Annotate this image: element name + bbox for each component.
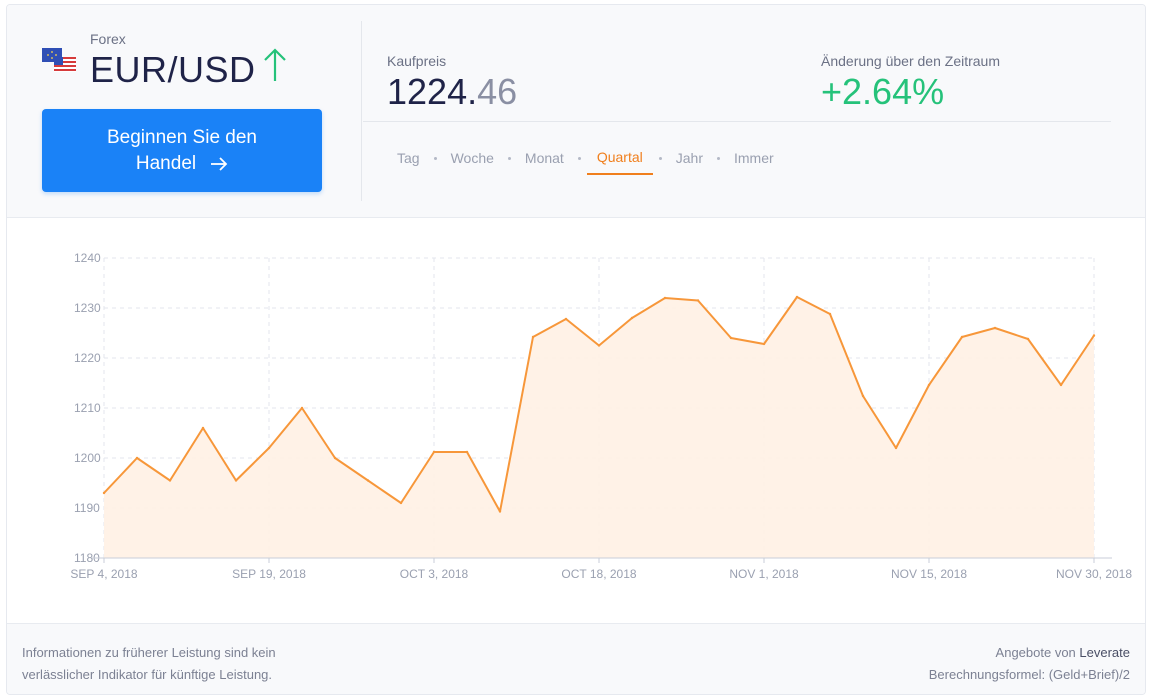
y-tick-label: 1220 xyxy=(74,351,101,365)
price-label: Kaufpreis xyxy=(387,53,447,69)
start-trading-label-line1: Beginnen Sie den xyxy=(106,126,257,148)
data-point xyxy=(168,479,172,482)
data-point xyxy=(234,479,238,482)
tab-tag[interactable]: Tag xyxy=(397,150,420,166)
y-tick-label: 1180 xyxy=(74,551,100,565)
data-point xyxy=(1026,337,1030,341)
y-tick-label: 1200 xyxy=(74,451,101,465)
x-tick-label: SEP 19, 2018 xyxy=(232,567,306,581)
data-point xyxy=(465,450,469,454)
data-point xyxy=(828,312,832,316)
data-point xyxy=(432,450,436,454)
instrument-category: Forex xyxy=(90,31,126,47)
data-point xyxy=(861,394,865,398)
data-point xyxy=(300,406,304,410)
data-point xyxy=(696,299,700,302)
start-trading-label-line2: Handel xyxy=(135,152,197,174)
tabs-divider xyxy=(363,121,1111,122)
x-tick-label: OCT 3, 2018 xyxy=(400,567,469,581)
data-point xyxy=(333,456,337,460)
change-label: Änderung über den Zeitraum xyxy=(821,53,1000,69)
price-value-decimals: 46 xyxy=(477,71,518,112)
arrow-right-icon xyxy=(211,156,228,171)
data-point xyxy=(267,446,271,450)
data-point xyxy=(399,501,403,505)
provider-info: Angebote von Leverate Berechnungsformel:… xyxy=(929,642,1130,686)
x-tick-label: NOV 1, 2018 xyxy=(729,567,799,581)
tab-separator xyxy=(433,156,437,160)
instrument-name: EUR/USD xyxy=(90,49,256,90)
y-tick-label: 1210 xyxy=(74,401,101,415)
y-tick-label: 1230 xyxy=(74,301,101,315)
data-point xyxy=(1059,383,1063,387)
data-point xyxy=(993,326,997,330)
tab-woche[interactable]: Woche xyxy=(450,150,494,166)
area-fill xyxy=(104,297,1094,558)
data-point xyxy=(630,316,634,320)
provider-prefix: Angebote von xyxy=(995,645,1076,660)
data-point xyxy=(894,446,898,450)
data-point xyxy=(135,456,139,460)
data-point xyxy=(960,335,964,339)
disclaimer-line1: Informationen zu früherer Leistung sind … xyxy=(22,645,276,660)
tab-quartal[interactable]: Quartal xyxy=(586,147,653,175)
data-point xyxy=(927,383,931,387)
tab-jahr[interactable]: Jahr xyxy=(675,150,703,166)
data-point xyxy=(201,426,205,430)
tab-immer[interactable]: Immer xyxy=(733,150,774,166)
tab-separator xyxy=(716,156,720,160)
start-trading-button[interactable]: Beginnen Sie den Handel xyxy=(42,109,322,192)
data-point xyxy=(102,491,106,495)
price-chart-svg[interactable]: 1180 1190 1200 1210 1220 1230 1240 SEP 4, 2018 S… xyxy=(7,218,1145,623)
instrument-card: Forex EUR/USD Beginnen Sie den Handel Ka… xyxy=(6,4,1146,695)
header-divider xyxy=(361,21,362,201)
x-tick-label: OCT 18, 2018 xyxy=(561,567,636,581)
data-point xyxy=(795,295,799,299)
provider-name[interactable]: Leverate xyxy=(1079,645,1130,660)
tab-separator xyxy=(577,156,581,160)
price-value-main: 1224. xyxy=(387,71,478,112)
data-point xyxy=(366,479,370,482)
data-point xyxy=(762,342,766,346)
calculation-formula: Berechnungsformel: (Geld+Brief)/2 xyxy=(928,667,1130,682)
data-point xyxy=(1092,334,1096,337)
card-header: Forex EUR/USD Beginnen Sie den Handel Ka… xyxy=(7,5,1145,218)
data-point xyxy=(597,344,601,347)
data-point xyxy=(498,510,502,513)
tab-monat[interactable]: Monat xyxy=(524,150,564,166)
disclaimer: Informationen zu früherer Leistung sind … xyxy=(22,642,352,686)
y-tick-label: 1240 xyxy=(74,251,101,265)
tab-separator xyxy=(507,156,511,160)
eu-us-flag-icon xyxy=(42,48,76,72)
data-point xyxy=(564,317,568,321)
x-tick-label: NOV 30, 2018 xyxy=(1056,567,1132,581)
disclaimer-line2: verlässlicher Indikator für künftige Lei… xyxy=(22,667,273,682)
price-value: 1224.46 xyxy=(387,71,517,113)
data-point xyxy=(729,336,733,340)
card-footer: Informationen zu früherer Leistung sind … xyxy=(7,623,1145,694)
change-value: +2.64% xyxy=(821,71,945,112)
period-tabs: Tag Woche Monat Quartal Jahr Immer xyxy=(389,147,782,175)
data-point xyxy=(531,335,535,339)
data-point xyxy=(663,296,667,300)
arrow-up-icon xyxy=(264,48,286,81)
y-tick-label: 1190 xyxy=(74,501,100,515)
price-chart[interactable]: 1180 1190 1200 1210 1220 1230 1240 SEP 4, 2018 S… xyxy=(7,218,1145,623)
x-tick-label: SEP 4, 2018 xyxy=(70,567,137,581)
tab-separator xyxy=(658,156,662,160)
x-tick-label: NOV 15, 2018 xyxy=(891,567,967,581)
